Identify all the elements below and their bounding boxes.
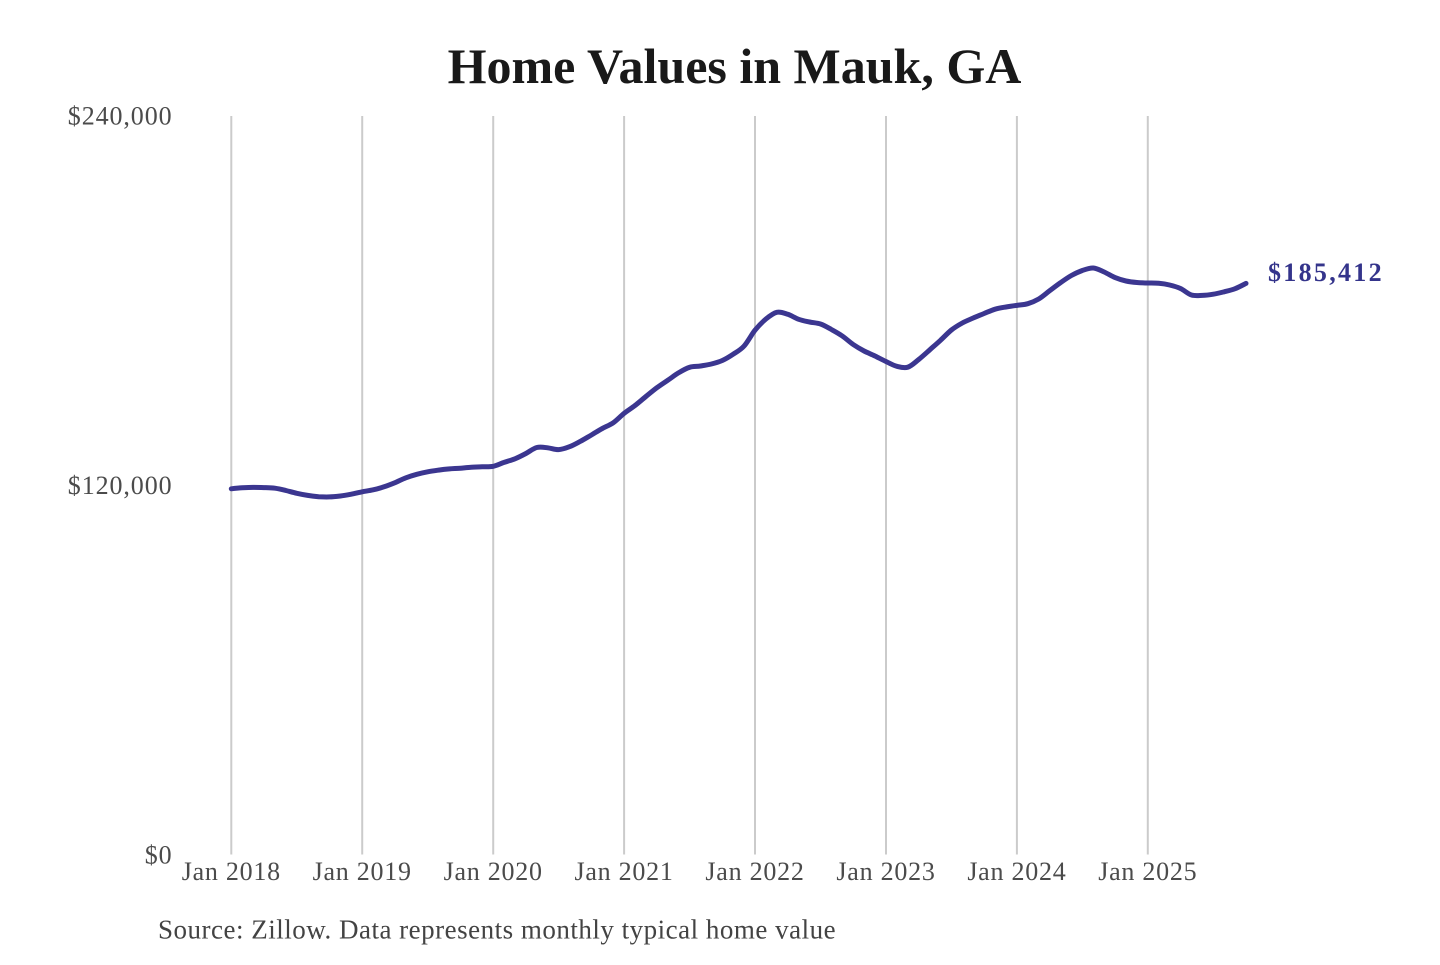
svg-text:Jan 2024: Jan 2024 <box>967 857 1066 886</box>
svg-text:Jan 2022: Jan 2022 <box>705 857 804 886</box>
svg-text:Jan 2023: Jan 2023 <box>836 857 935 886</box>
svg-text:$0: $0 <box>145 840 173 869</box>
svg-text:Source: Zillow. Data represent: Source: Zillow. Data represents monthly … <box>158 914 836 944</box>
svg-text:$185,412: $185,412 <box>1268 258 1384 287</box>
svg-text:Home Values in Mauk, GA: Home Values in Mauk, GA <box>448 38 1022 94</box>
svg-text:Jan 2019: Jan 2019 <box>313 857 412 886</box>
svg-text:Jan 2025: Jan 2025 <box>1098 857 1197 886</box>
svg-text:Jan 2018: Jan 2018 <box>182 857 281 886</box>
svg-text:$120,000: $120,000 <box>68 471 173 500</box>
svg-text:$240,000: $240,000 <box>68 101 173 130</box>
svg-text:Jan 2021: Jan 2021 <box>575 857 674 886</box>
svg-text:Jan 2020: Jan 2020 <box>444 857 543 886</box>
